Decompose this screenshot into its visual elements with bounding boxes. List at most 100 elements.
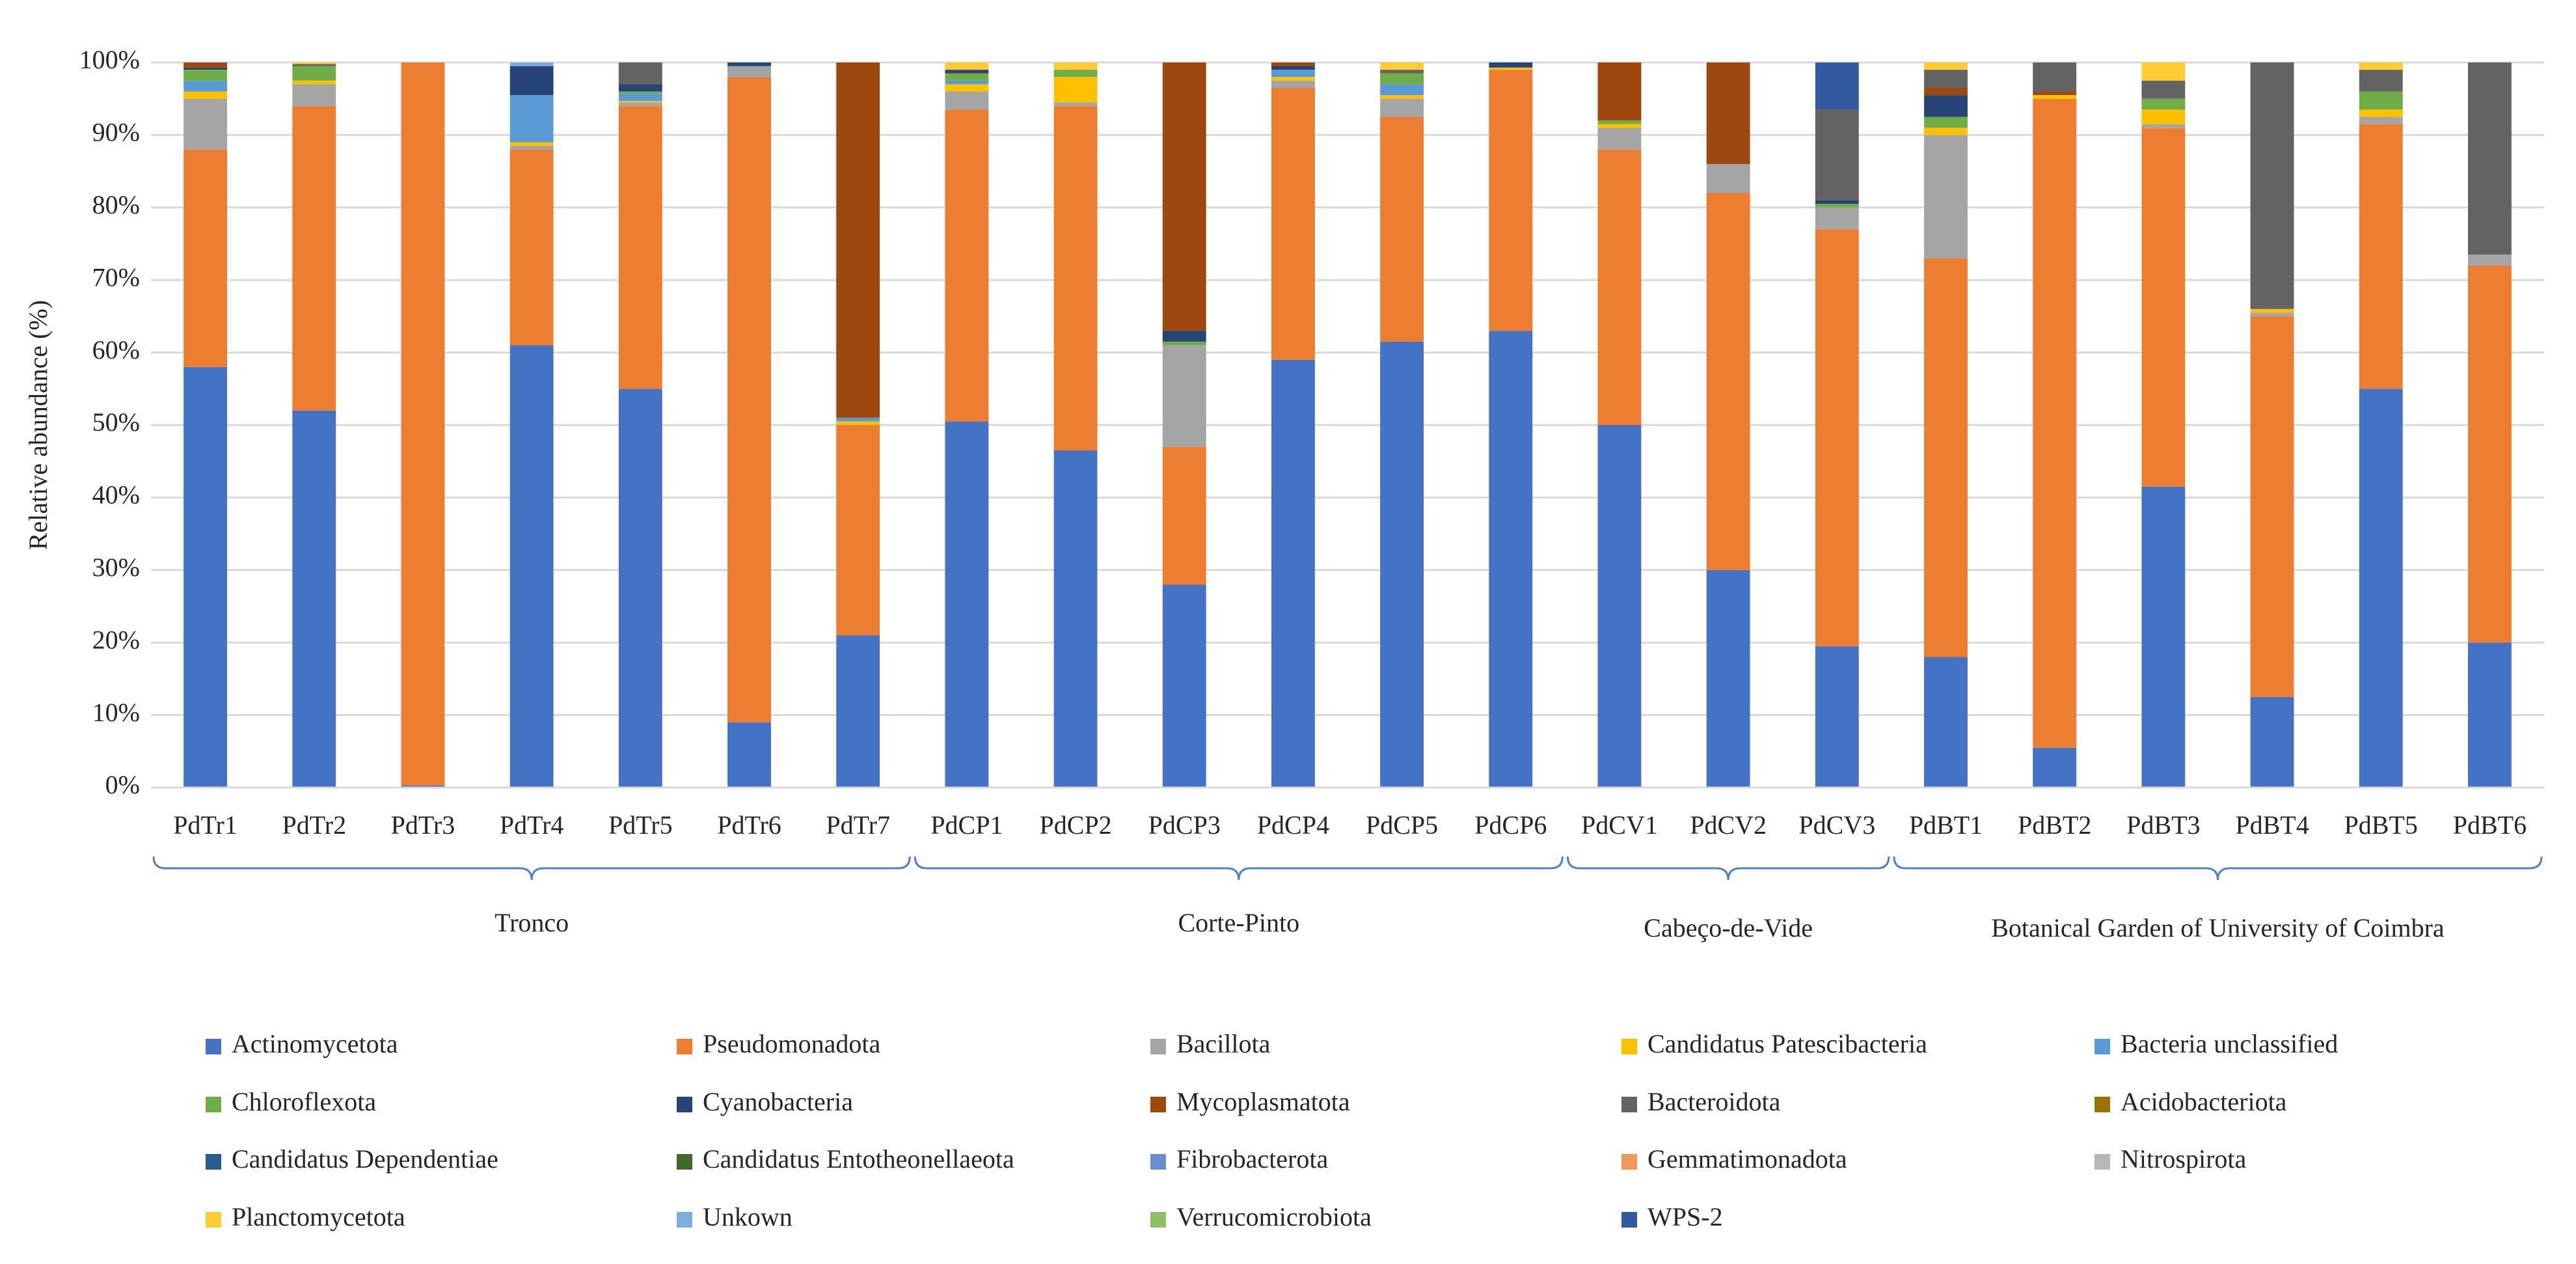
legend-swatch xyxy=(206,1097,221,1112)
y-tick-label: 0% xyxy=(105,770,140,799)
legend-swatch xyxy=(1621,1212,1637,1228)
x-tick-label: PdTr6 xyxy=(717,810,781,840)
bar-segment xyxy=(1380,117,1424,342)
bar-segment xyxy=(292,84,336,106)
bar-segment xyxy=(945,421,989,788)
bar-segment xyxy=(2359,62,2403,70)
bar-segment xyxy=(1380,98,1424,117)
legend-label: WPS-2 xyxy=(1647,1202,1723,1231)
bar-segment xyxy=(1924,70,1968,88)
bar-segment xyxy=(1597,120,1642,124)
group-bracket xyxy=(1893,856,2543,881)
bar-segment xyxy=(1924,117,1968,128)
bar-segment xyxy=(183,98,228,150)
bar-segment xyxy=(183,67,228,70)
x-tick-label: PdCV3 xyxy=(1798,810,1875,840)
bar-segment xyxy=(1271,77,1315,81)
legend-label: Acidobacteriota xyxy=(2121,1087,2287,1116)
legend-swatch xyxy=(206,1154,221,1170)
bar-segment xyxy=(1597,124,1642,128)
bar-segment xyxy=(2141,124,2186,128)
bar-segment xyxy=(618,389,662,788)
x-tick-label: PdBT4 xyxy=(2235,810,2309,840)
bar-segment xyxy=(1053,77,1098,103)
legend-label: Bacillota xyxy=(1176,1029,1271,1058)
bar-segment xyxy=(1053,70,1098,77)
y-tick-label: 80% xyxy=(92,190,140,219)
x-tick-label: PdCP3 xyxy=(1148,810,1221,840)
bar-segment xyxy=(1162,331,1206,342)
bar-segment xyxy=(292,80,336,85)
bar-segment xyxy=(836,425,880,636)
x-tick-label: PdCP4 xyxy=(1257,810,1329,840)
x-tick-label: PdTr1 xyxy=(173,810,237,840)
bar-segment xyxy=(292,66,336,81)
x-tick-label: PdBT6 xyxy=(2453,810,2527,840)
bar-segment xyxy=(1380,62,1424,70)
bar-segment xyxy=(2467,642,2512,788)
legend-swatch xyxy=(206,1039,221,1054)
bar-segment xyxy=(836,421,880,425)
bar-segment xyxy=(1271,62,1315,66)
bar-segment xyxy=(1815,207,1859,230)
bar-segment xyxy=(727,66,771,77)
y-tick-label: 60% xyxy=(92,335,140,364)
bar-segment xyxy=(1162,447,1206,585)
bar-segment xyxy=(1924,128,1968,135)
legend-label: Gemmatimonadota xyxy=(1647,1144,1847,1174)
bar-segment xyxy=(1706,193,1750,570)
bar-segment xyxy=(2467,254,2512,266)
bar-segment xyxy=(1162,584,1206,788)
bar-segment xyxy=(1924,95,1968,117)
bar-segment xyxy=(1380,84,1424,96)
bar-segment xyxy=(1597,62,1642,121)
bar-segment xyxy=(618,62,662,85)
group-label: Cabeço-de-Vide xyxy=(1644,913,1813,942)
bar-segment xyxy=(292,105,336,411)
legend-swatch xyxy=(2095,1154,2110,1170)
bar-segment xyxy=(401,62,445,786)
bar-segment xyxy=(1706,62,1750,164)
bar-segment xyxy=(2359,389,2403,788)
bar-segment xyxy=(509,146,554,150)
legend-swatch xyxy=(1621,1154,1637,1170)
x-tick-label: PdTr4 xyxy=(500,810,564,840)
y-tick-label: 40% xyxy=(92,480,140,510)
legend-swatch xyxy=(2095,1039,2110,1054)
bar-segment xyxy=(2141,98,2186,110)
bar-segment xyxy=(1380,73,1424,85)
bar-segment xyxy=(836,62,880,418)
legend-label: Nitrospirota xyxy=(2121,1144,2247,1174)
legend-label: Bacteria unclassified xyxy=(2121,1029,2338,1058)
x-tick-label: PdBT3 xyxy=(2126,810,2200,840)
x-tick-label: PdBT5 xyxy=(2344,810,2418,840)
legend-swatch xyxy=(1150,1039,1166,1054)
legend-label: Cyanobacteria xyxy=(703,1087,853,1116)
bar-segment xyxy=(2033,95,2077,99)
bar-segment xyxy=(292,62,336,64)
bar-segment xyxy=(2250,309,2294,313)
bar-segment xyxy=(1271,359,1315,788)
legend-label: Bacteroidota xyxy=(1647,1087,1781,1116)
y-axis-title: Relative abundance (%) xyxy=(23,300,53,550)
bar-segment xyxy=(2141,62,2186,81)
bar-segment xyxy=(1489,70,1533,331)
x-tick-label: PdCV2 xyxy=(1690,810,1767,840)
bar-segment xyxy=(618,84,662,92)
group-label: Corte-Pinto xyxy=(1178,908,1299,937)
group-bracket xyxy=(152,856,911,881)
bar-segment xyxy=(945,91,989,110)
bar-segment xyxy=(945,70,989,74)
bar-segment xyxy=(945,62,989,70)
bar-segment xyxy=(2033,62,2077,92)
legend-label: Verrucomicrobiota xyxy=(1176,1202,1372,1231)
bar-segment xyxy=(2250,312,2294,316)
bar-segment xyxy=(2359,109,2403,117)
y-tick-label: 90% xyxy=(92,118,140,147)
bar-segment xyxy=(1380,70,1424,74)
bar-segment xyxy=(183,70,228,81)
bar-segment xyxy=(1597,425,1642,788)
bar-segment xyxy=(1597,149,1642,425)
bar-segment xyxy=(945,109,989,422)
